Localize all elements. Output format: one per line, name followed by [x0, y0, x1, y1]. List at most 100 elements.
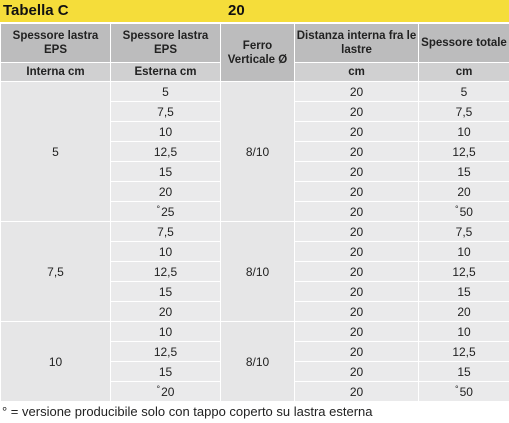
cell-distanza-value: 20 [349, 324, 364, 339]
cell-esterna: 7,5 [110, 101, 221, 122]
table-row: 15 20 15 [1, 281, 509, 302]
cell-distanza-value: 20 [349, 164, 364, 179]
cell-esterna: °20 [110, 381, 221, 402]
table-row: 15 20 15 [1, 361, 509, 382]
cell-totale: °50 [418, 201, 509, 222]
cell-ferro: 8/10 [220, 81, 295, 222]
cell-esterna: 12,5 [110, 261, 221, 282]
cell-totale-value: 7,5 [455, 104, 473, 119]
cell-interna: 10 [0, 321, 111, 402]
cell-distanza: 20 [294, 361, 419, 382]
cell-distanza-value: 20 [349, 264, 364, 279]
cell-totale-value: 12,5 [452, 264, 476, 279]
footnote-mark: ° [455, 204, 459, 214]
footnote: ° = versione producibile solo con tappo … [2, 404, 373, 419]
cell-distanza: 20 [294, 301, 419, 322]
cell-distanza: 20 [294, 121, 419, 142]
cell-distanza-value: 20 [349, 224, 364, 239]
cell-totale: 10 [418, 321, 509, 342]
cell-totale-value: 12,5 [452, 344, 476, 359]
cell-esterna-value: 15 [158, 164, 173, 179]
footnote-mark: ° [156, 384, 161, 394]
cell-distanza-value: 20 [349, 184, 364, 199]
cell-distanza: 20 [294, 161, 419, 182]
subheader-esterna: Esterna cm [110, 62, 221, 82]
header-distanza: Distanza interna fra le lastre [294, 23, 419, 63]
cell-totale-value: 20 [457, 184, 471, 199]
cell-esterna-value: 7,5 [157, 224, 174, 239]
cell-distanza: 20 [294, 141, 419, 162]
cell-totale: 7,5 [418, 101, 509, 122]
table-distance-value: 20 [228, 2, 245, 19]
cell-esterna-value: 15 [158, 284, 173, 299]
cell-distanza: 20 [294, 81, 419, 102]
cell-distanza-value: 20 [349, 124, 364, 139]
subheader-totale: cm [418, 62, 509, 82]
header-totale: Spessore totale [418, 23, 509, 63]
table-row: 15 20 15 [1, 161, 509, 182]
cell-esterna: 7,5 [110, 221, 221, 242]
cell-esterna: °25 [110, 201, 221, 222]
cell-totale-value: 7,5 [455, 224, 473, 239]
cell-distanza-value: 20 [349, 244, 364, 259]
cell-esterna: 5 [110, 81, 221, 102]
cell-esterna: 15 [110, 281, 221, 302]
cell-distanza-value: 20 [349, 304, 364, 319]
cell-esterna-value: 12,5 [153, 144, 178, 159]
cell-esterna-value: 7,5 [157, 104, 174, 119]
cell-totale-value: 50 [459, 205, 473, 219]
cell-totale-value: 5 [460, 84, 468, 99]
cell-totale: 20 [418, 301, 509, 322]
cell-totale-value: 20 [457, 304, 471, 319]
cell-distanza-value: 20 [349, 284, 364, 299]
table-row: 12,5 20 12,5 [1, 341, 509, 362]
cell-totale: 5 [418, 81, 509, 102]
cell-esterna-value: 10 [158, 244, 173, 259]
cell-distanza-value: 20 [349, 344, 364, 359]
cell-esterna: 15 [110, 361, 221, 382]
cell-totale: 10 [418, 241, 509, 262]
table-row: 5 5 8/10 20 5 [0, 81, 509, 222]
cell-totale-value: 15 [457, 364, 471, 379]
cell-ferro: 8/10 [220, 321, 295, 402]
header-ferro: Ferro Verticale Ø [220, 23, 295, 82]
cell-esterna-value: 12,5 [153, 344, 178, 359]
table-row: 10 10 8/10 20 10 [0, 321, 509, 402]
table-row: °25 20 °50 [1, 201, 509, 222]
spec-table: Spessore lastra EPS Spessore lastra EPS … [0, 23, 509, 402]
cell-distanza: 20 [294, 101, 419, 122]
table-row: 10 20 10 [1, 241, 509, 262]
cell-ferro: 8/10 [220, 221, 295, 322]
table-title: Tabella C [3, 2, 69, 19]
cell-esterna-value: 10 [158, 324, 173, 339]
table-body: 5 5 8/10 20 5 7,5 20 7,5 10 20 10 12,5 20 12,5 15 20 15 2… [0, 81, 509, 402]
table-row: 20 20 20 [1, 181, 509, 202]
cell-totale-value: 50 [459, 385, 473, 399]
cell-esterna: 20 [110, 301, 221, 322]
title-bar: Tabella C 20 [0, 0, 509, 22]
cell-totale-value: 12,5 [452, 144, 476, 159]
cell-distanza-value: 20 [349, 364, 364, 379]
cell-distanza: 20 [294, 321, 419, 342]
footnote-mark: ° [156, 204, 161, 214]
cell-distanza-value: 20 [349, 384, 364, 399]
cell-distanza: 20 [294, 381, 419, 402]
cell-esterna-value: 12,5 [153, 264, 178, 279]
cell-esterna: 15 [110, 161, 221, 182]
cell-esterna: 12,5 [110, 341, 221, 362]
table-row: °20 20 °50 [1, 381, 509, 402]
cell-totale: 15 [418, 161, 509, 182]
cell-distanza-value: 20 [349, 104, 364, 119]
cell-distanza: 20 [294, 241, 419, 262]
cell-esterna-value: 20 [158, 184, 173, 199]
cell-distanza-value: 20 [349, 144, 364, 159]
cell-esterna-value: 25 [161, 205, 175, 219]
cell-totale: 10 [418, 121, 509, 142]
header-eps-esterna: Spessore lastra EPS [110, 23, 221, 63]
subheader-distanza: cm [294, 62, 419, 82]
cell-totale: 15 [418, 281, 509, 302]
subheader-interna: Interna cm [0, 62, 111, 82]
cell-totale: 15 [418, 361, 509, 382]
footnote-mark: ° [455, 384, 459, 394]
cell-totale: 7,5 [418, 221, 509, 242]
